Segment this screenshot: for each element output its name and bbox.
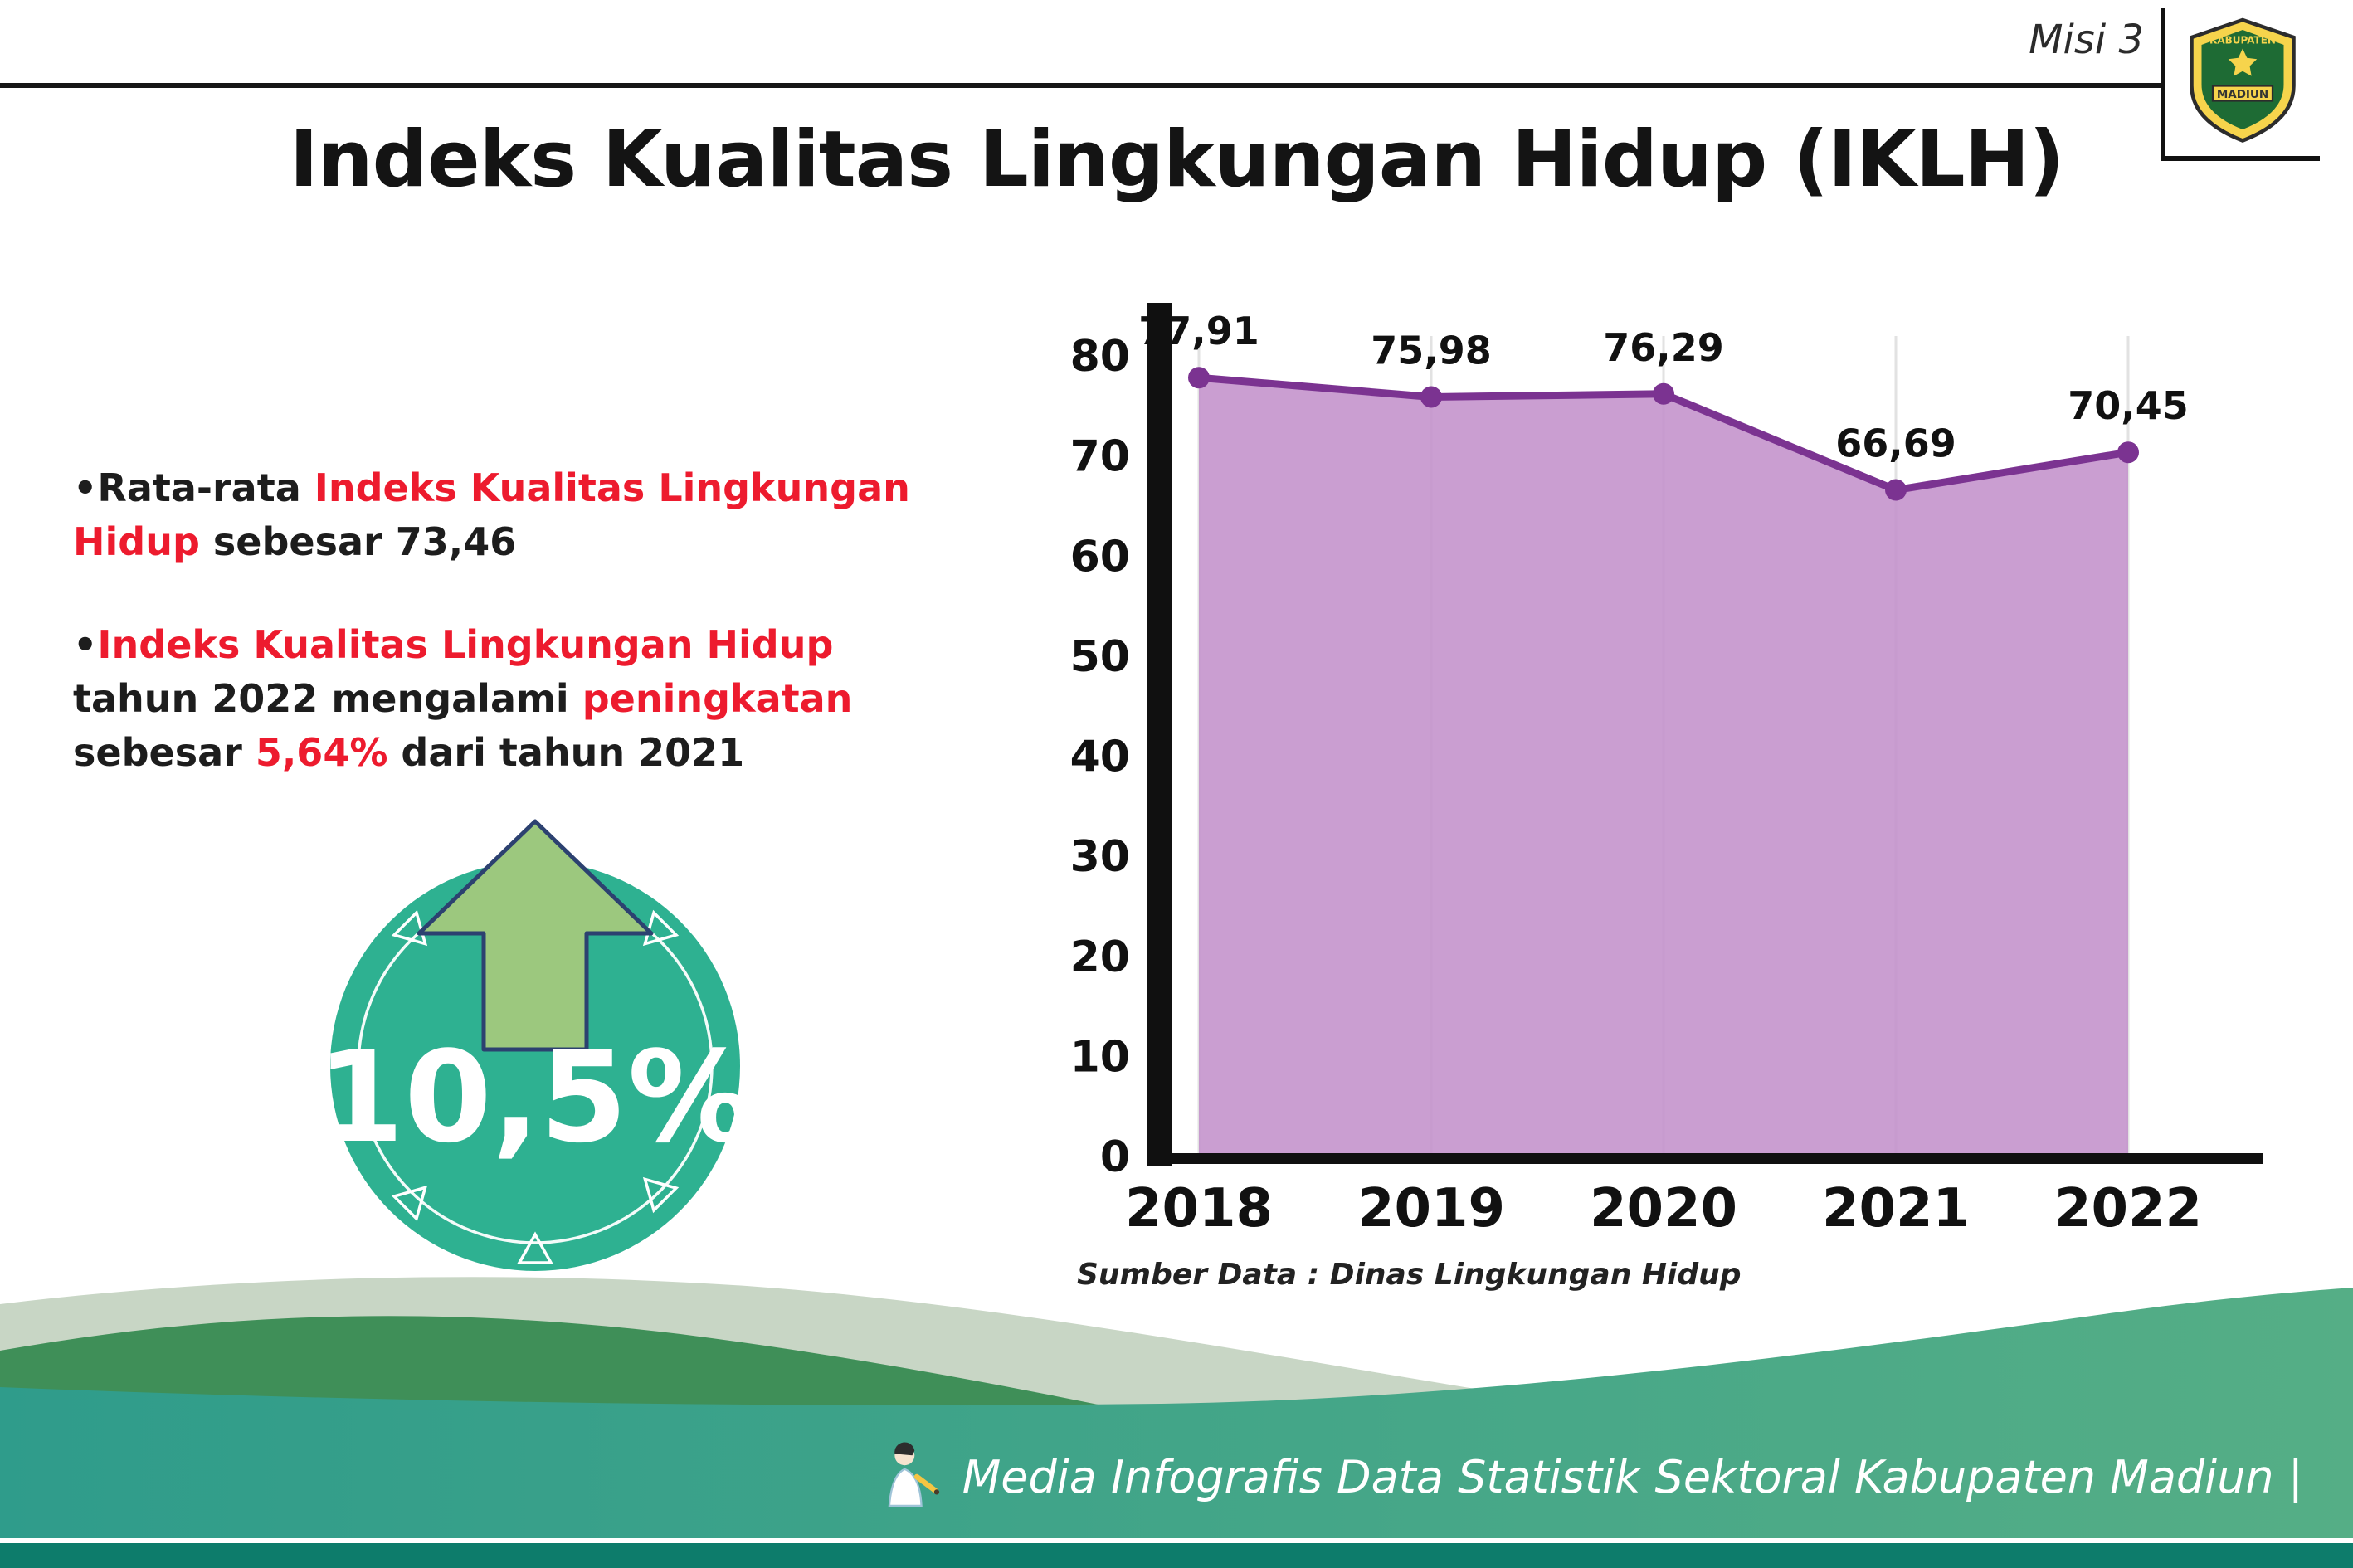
bullet-average-iklh: •Rata-rata Indeks Kualitas Lingkungan Hi… <box>73 465 910 565</box>
chart-canvas: 77,91 75,98 76,2966,6970,45010203040506070… <box>1070 303 2263 1239</box>
header-rule <box>0 83 2167 88</box>
misi-label: Misi 3 <box>2029 17 2144 63</box>
chart-point <box>1188 367 1210 389</box>
y-axis-tick-label: 80 <box>1070 332 1130 382</box>
chart-point <box>1653 382 1674 405</box>
increase-badge: 10,5% <box>316 819 754 1271</box>
footer-waves <box>0 1277 2353 1568</box>
crest-bottom-text: MADIUN <box>2217 88 2268 101</box>
chart-value-label: 76,29 <box>1603 325 1724 370</box>
kabupaten-madiun-logo: KABUPATEN MADIUN <box>2161 8 2320 161</box>
footer-strip <box>0 1543 2353 1568</box>
crest-top-text: KABUPATEN <box>2209 35 2276 46</box>
y-axis-tick-label: 50 <box>1070 632 1130 682</box>
y-axis-tick-label: 20 <box>1070 933 1130 982</box>
y-axis-tick-label: 0 <box>1100 1132 1130 1182</box>
badge-triangle-marks <box>391 909 680 1264</box>
y-axis-tick-label: 70 <box>1070 432 1130 482</box>
badge-percentage: 10,5% <box>316 1024 753 1171</box>
x-axis-year-label: 2019 <box>1357 1178 1505 1239</box>
x-axis-year-label: 2020 <box>1590 1178 1737 1239</box>
up-arrow-icon <box>417 819 654 1052</box>
footer-divider <box>0 1538 2353 1543</box>
writer-mascot-icon <box>888 1442 939 1507</box>
y-axis-tick-label: 10 <box>1070 1032 1130 1082</box>
kabupaten-madiun-crest: KABUPATEN MADIUN <box>2190 17 2296 143</box>
chart-point <box>1420 386 1442 408</box>
bullet-list: •Rata-rata Indeks Kualitas Lingkungan Hi… <box>73 461 919 829</box>
chart-source-note: Sumber Data : Dinas Lingkungan Hidup <box>1077 1258 1742 1292</box>
chart-point <box>2117 441 2139 464</box>
chart-area <box>1199 377 2128 1153</box>
x-axis-year-label: 2021 <box>1822 1178 1970 1239</box>
bullet-increase-2022: •Indeks Kualitas Lingkungan Hidup tahun … <box>73 621 853 776</box>
chart-point <box>1885 479 1907 501</box>
chart-x-axis <box>1147 1153 2263 1164</box>
x-axis-year-label: 2022 <box>2054 1178 2202 1239</box>
y-axis-tick-label: 60 <box>1070 532 1130 582</box>
footer-credit: Media Infografis Data Statistik Sektoral… <box>962 1450 2303 1503</box>
y-axis-tick-label: 30 <box>1070 832 1130 882</box>
y-axis-tick-label: 40 <box>1070 733 1130 782</box>
x-axis-year-label: 2018 <box>1125 1178 1273 1239</box>
footer-content: Media Infografis Data Statistik Sektoral… <box>870 1439 2303 1515</box>
chart-value-label: 66,69 <box>1835 421 1956 466</box>
iklh-area-chart: 77,91 75,98 76,29 66,69 70,45 0 10 20 30 40 50 60 70… <box>1054 290 2298 1286</box>
badge-circle <box>330 861 740 1271</box>
chart-value-label: 75,98 <box>1371 328 1492 373</box>
chart-value-label: 70,45 <box>2068 383 2189 428</box>
crest-star <box>2228 48 2258 76</box>
chart-y-axis <box>1147 303 1172 1166</box>
page-title: Indeks Kualitas Lingkungan Hidup (IKLH) <box>289 114 2065 205</box>
wave-teal <box>0 1288 2353 1538</box>
